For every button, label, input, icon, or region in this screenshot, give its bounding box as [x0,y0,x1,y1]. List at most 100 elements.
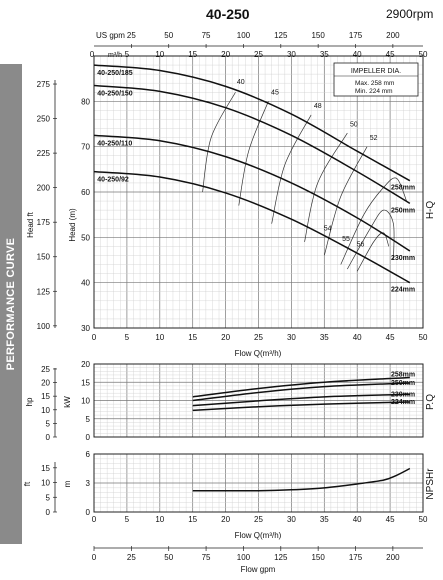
power-hp-tick-label: 15 [41,392,50,401]
hq-right-label: H-Q [425,201,436,220]
hq-curve [93,170,411,284]
pq-curve [192,376,410,398]
head-ft-axis-label: Head ft [26,211,35,238]
pq-curve [192,393,410,407]
flow-bottom-tick-label: 50 [419,515,428,524]
legend-title: IMPELLER DIA. [351,68,401,75]
legend-box [333,62,419,97]
gpm-bottom-tick-label: 75 [202,553,211,562]
flow-tick-label: 20 [221,333,230,342]
efficiency-label: 52 [370,135,378,142]
npsh-right-label: NPSHr [425,468,436,500]
gpm-bottom-tick-label: 150 [311,553,325,562]
flow-bottom-tick-label: 0 [92,515,97,524]
efficiency-curve [304,132,348,242]
us-gpm-tick-label: 150 [311,31,325,40]
power-series-label: 258mm [391,372,415,379]
flow-bottom-tick-label: 5 [125,515,130,524]
side-tab: PERFORMANCE CURVE [0,64,22,544]
head-ft-tick-label: 175 [37,218,51,227]
efficiency-label: 40 [237,79,245,86]
power-hp-tick-label: 0 [46,433,51,442]
head-ft-tick-label: 225 [37,149,51,158]
power-hp-tick-label: 25 [41,365,50,374]
m3h-top-tick-label: 15 [188,50,197,59]
gpm-bottom-tick-label: 125 [274,553,288,562]
npsh-curve [192,467,411,492]
m3h-top-tick-label: 30 [287,50,296,59]
flow-bottom-tick-label: 40 [353,515,362,524]
m3h-top-axis-label: m³/h [108,52,122,59]
power-kw-tick-label: 20 [81,360,90,369]
legend-min: Min. 224 mm [355,88,393,95]
gpm-bottom-axis-label: Flow gpm [241,565,276,574]
impeller-dia-label: 258mm [391,185,415,192]
power-hp-tick-label: 20 [41,379,50,388]
chart-title: 40-250 [206,6,250,22]
gpm-bottom-tick-label: 0 [92,553,97,562]
npsh-ft-tick-label: 15 [41,464,50,473]
npsh-m-tick-label: 0 [86,508,91,517]
m3h-top-tick-label: 40 [353,50,362,59]
hq-curve [93,134,411,252]
efficiency-label: 55 [342,236,350,243]
gpm-bottom-tick-label: 200 [386,553,400,562]
flow-bottom-tick-label: 10 [155,515,164,524]
impeller-series-label: 40-250/185 [97,70,133,77]
flow-tick-label: 15 [188,333,197,342]
head-ft-tick-label: 150 [37,253,51,262]
us-gpm-axis-label: US gpm [96,31,125,40]
m3h-top-tick-label: 35 [320,50,329,59]
panel-frame [93,363,424,438]
m3h-top-tick-label: 45 [386,50,395,59]
flow-tick-label: 5 [125,333,130,342]
m3h-top-tick-label: 5 [125,50,130,59]
pq-grid [93,363,424,438]
power-hp-axis-label: hp [25,397,34,406]
power-hp-tick-label: 5 [46,419,51,428]
npsh-grid [93,453,424,513]
flow-bottom-tick-label: 45 [386,515,395,524]
power-kw-tick-label: 15 [81,378,90,387]
m3h-top-tick-label: 10 [155,50,164,59]
flow-tick-label: 25 [254,333,263,342]
us-gpm-tick-label: 200 [386,31,400,40]
flow-axis-label: Flow Q(m³/h) [235,349,282,358]
impeller-dia-label: 250mm [391,207,415,214]
head-m-tick-label: 50 [81,233,90,242]
efficiency-curve [323,146,368,256]
hq-curve [93,84,411,204]
head-ft-tick-label: 100 [37,322,51,331]
head-ft-tick-label: 200 [37,184,51,193]
power-kw-tick-label: 5 [86,415,91,424]
flow-tick-label: 50 [419,333,428,342]
flow-tick-label: 40 [353,333,362,342]
pq-right-label: P.Q [425,394,436,410]
head-m-tick-label: 70 [81,143,90,152]
flow-tick-label: 0 [92,333,97,342]
npsh-ft-tick-label: 10 [41,479,50,488]
power-hp-tick-label: 10 [41,406,50,415]
pq-curve [192,401,410,412]
efficiency-curve [238,101,269,206]
panel-frame [93,453,424,513]
flow-tick-label: 45 [386,333,395,342]
flow-bottom-axis-label: Flow Q(m³/h) [235,531,282,540]
pq-curve [192,382,410,402]
npsh-ft-tick-label: 5 [46,493,51,502]
head-m-tick-label: 30 [81,324,90,333]
flow-tick-label: 10 [155,333,164,342]
efficiency-label: 56 [357,241,365,248]
npsh-m-tick-label: 6 [86,450,91,459]
gpm-bottom-tick-label: 175 [349,553,363,562]
flow-bottom-tick-label: 15 [188,515,197,524]
npsh-ft-axis-label: ft [23,481,32,486]
us-gpm-tick-label: 50 [164,31,173,40]
efficiency-curve [347,209,395,270]
us-gpm-tick-label: 175 [349,31,363,40]
power-kw-tick-label: 0 [86,433,91,442]
efficiency-label: 48 [314,103,322,110]
impeller-series-label: 40-250/150 [97,90,133,97]
impeller-dia-label: 224mm [391,287,415,294]
gpm-bottom-tick-label: 50 [164,553,173,562]
